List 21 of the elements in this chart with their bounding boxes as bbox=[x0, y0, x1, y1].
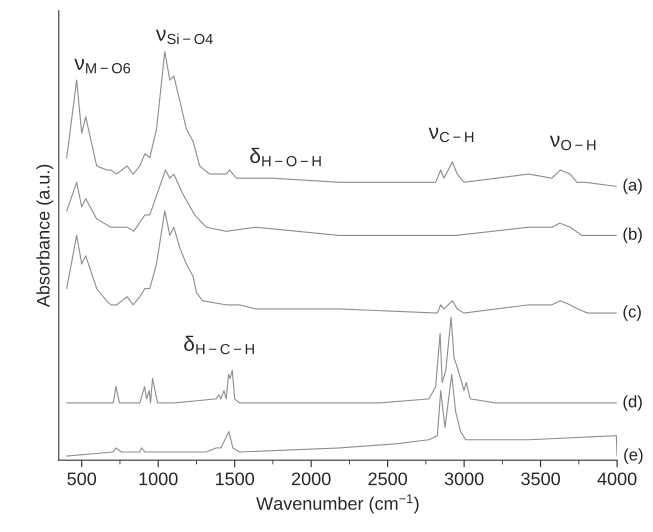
annotation: δ$_{H−O−H}$ bbox=[250, 148, 321, 166]
y-axis-title: Absorbance (a.u.) bbox=[36, 164, 54, 308]
x-axis-title: Wavenumber (cm$^{−1}$) bbox=[256, 494, 419, 514]
x-tick-label: 1000 bbox=[139, 472, 178, 486]
annotation: δ$_{H−C−H}$ bbox=[184, 336, 254, 354]
series-label: (b) bbox=[623, 228, 642, 244]
x-tick-label: 3500 bbox=[521, 472, 560, 486]
annotation: ν$_{C−H}$ bbox=[428, 128, 474, 142]
annotation: ν$_{M−O6}$ bbox=[74, 58, 130, 74]
x-tick-label: 500 bbox=[67, 472, 96, 486]
x-tick-label: 2000 bbox=[292, 472, 331, 486]
x-tick-label: 4000 bbox=[597, 472, 636, 486]
x-tick-label: 1500 bbox=[216, 472, 254, 486]
x-tick-label: 2500 bbox=[368, 472, 408, 486]
series-label: (e) bbox=[624, 448, 643, 464]
text: ν$_{Si−O4}$ bbox=[156, 30, 213, 44]
series-label: (d) bbox=[623, 395, 642, 411]
series-label: (a) bbox=[623, 178, 642, 194]
series-label: (c) bbox=[623, 305, 641, 321]
x-tick-label: 3000 bbox=[444, 472, 484, 486]
annotation: ν$_{O−H}$ bbox=[550, 136, 596, 150]
